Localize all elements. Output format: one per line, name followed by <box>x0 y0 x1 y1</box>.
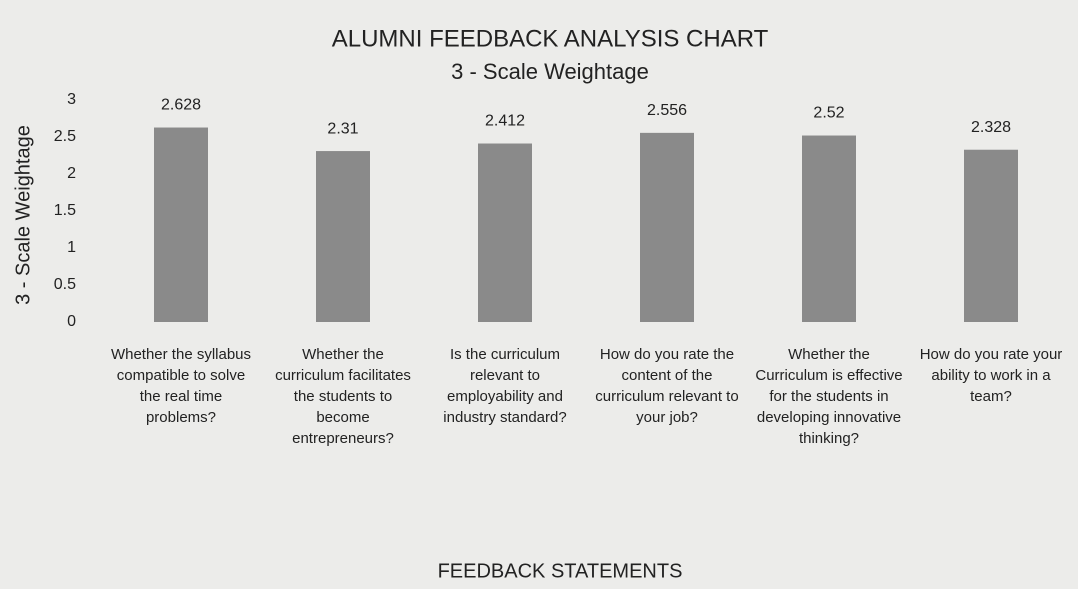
bar <box>802 135 856 322</box>
chart-subtitle: 3 - Scale Weightage <box>451 59 649 84</box>
value-label: 2.412 <box>485 113 525 130</box>
y-tick-label: 3 <box>67 91 76 108</box>
y-tick-label: 0.5 <box>54 276 76 293</box>
x-tick-label: Is the curriculum relevant to employabil… <box>443 346 567 426</box>
x-axis-label: FEEDBACK STATEMENTS <box>438 560 683 582</box>
value-label: 2.328 <box>971 119 1011 136</box>
bar <box>154 127 208 322</box>
y-tick-label: 2.5 <box>54 128 76 145</box>
chart-title: ALUMNI FEEDBACK ANALYSIS CHART <box>332 25 769 52</box>
y-tick-label: 1.5 <box>54 202 76 219</box>
x-tick-label: Whether the syllabus compatible to solve… <box>110 346 252 426</box>
bar <box>640 132 694 322</box>
y-tick-label: 1 <box>67 239 76 256</box>
value-label: 2.556 <box>647 102 687 119</box>
value-label: 2.52 <box>813 105 844 122</box>
value-label: 2.31 <box>327 120 358 137</box>
y-tick-label: 2 <box>67 165 76 182</box>
bar <box>316 151 370 322</box>
value-label: 2.628 <box>161 97 201 114</box>
x-tick-label: Whether the Curriculum is effective for … <box>755 346 903 447</box>
bar <box>964 149 1018 322</box>
y-tick-label: 0 <box>67 313 76 330</box>
x-tick-label: How do you rate the content of the curri… <box>595 346 739 426</box>
x-tick-label: How do you rate your ability to work in … <box>919 346 1063 405</box>
x-tick-label: Whether the curriculum facilitates the s… <box>275 346 411 447</box>
y-axis-label: 3 - Scale Weightage <box>12 125 34 305</box>
bar <box>478 143 532 322</box>
